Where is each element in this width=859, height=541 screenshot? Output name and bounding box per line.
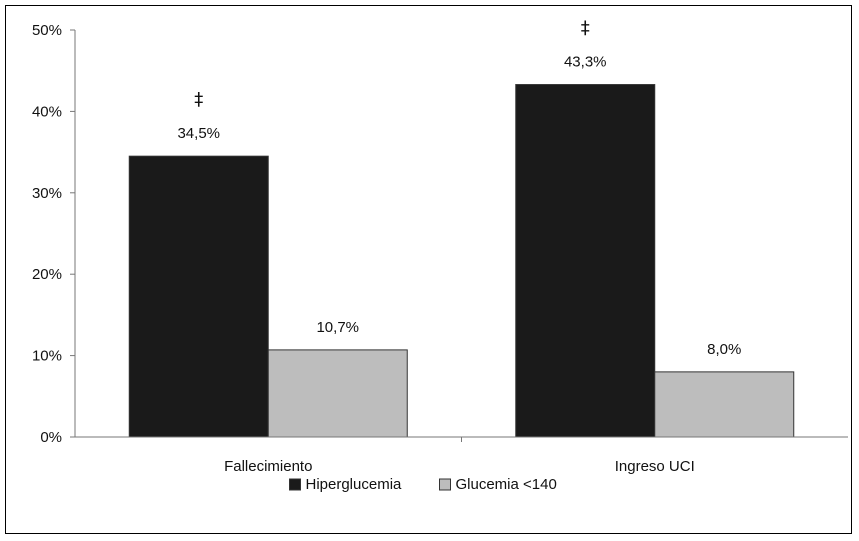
data-label: 8,0% [707, 341, 741, 358]
y-tick-label: 40% [32, 103, 62, 120]
legend-label: Hiperglucemia [306, 476, 403, 493]
data-label: 34,5% [177, 125, 220, 142]
data-label: 10,7% [316, 319, 359, 336]
bar [267, 349, 408, 438]
bars-group [128, 84, 795, 438]
y-tick-label: 0% [40, 429, 62, 446]
y-tick-label: 50% [32, 22, 62, 39]
legend-swatch [289, 478, 301, 491]
data-labels-group: 34,5% 10,7% ‡ 43,3% 8,0% ‡ [177, 18, 741, 358]
legend: Hiperglucemia Glucemia <140 [289, 476, 557, 493]
x-tick-label: Ingreso UCI [615, 458, 695, 475]
significance-marker: ‡ [194, 89, 203, 110]
bar [654, 371, 795, 438]
y-axis: 0% 10% 20% 30% 40% 50% [32, 22, 76, 446]
y-tick-label: 10% [32, 348, 62, 365]
y-tick-label: 20% [32, 266, 62, 283]
bar [515, 84, 656, 438]
legend-swatch [439, 478, 451, 491]
data-label: 43,3% [564, 54, 607, 71]
significance-marker: ‡ [581, 18, 590, 39]
x-axis: Fallecimiento Ingreso UCI [75, 436, 848, 475]
bar [128, 155, 269, 438]
x-tick-label: Fallecimiento [224, 458, 312, 475]
y-tick-label: 30% [32, 185, 62, 202]
legend-label: Glucemia <140 [456, 476, 557, 493]
